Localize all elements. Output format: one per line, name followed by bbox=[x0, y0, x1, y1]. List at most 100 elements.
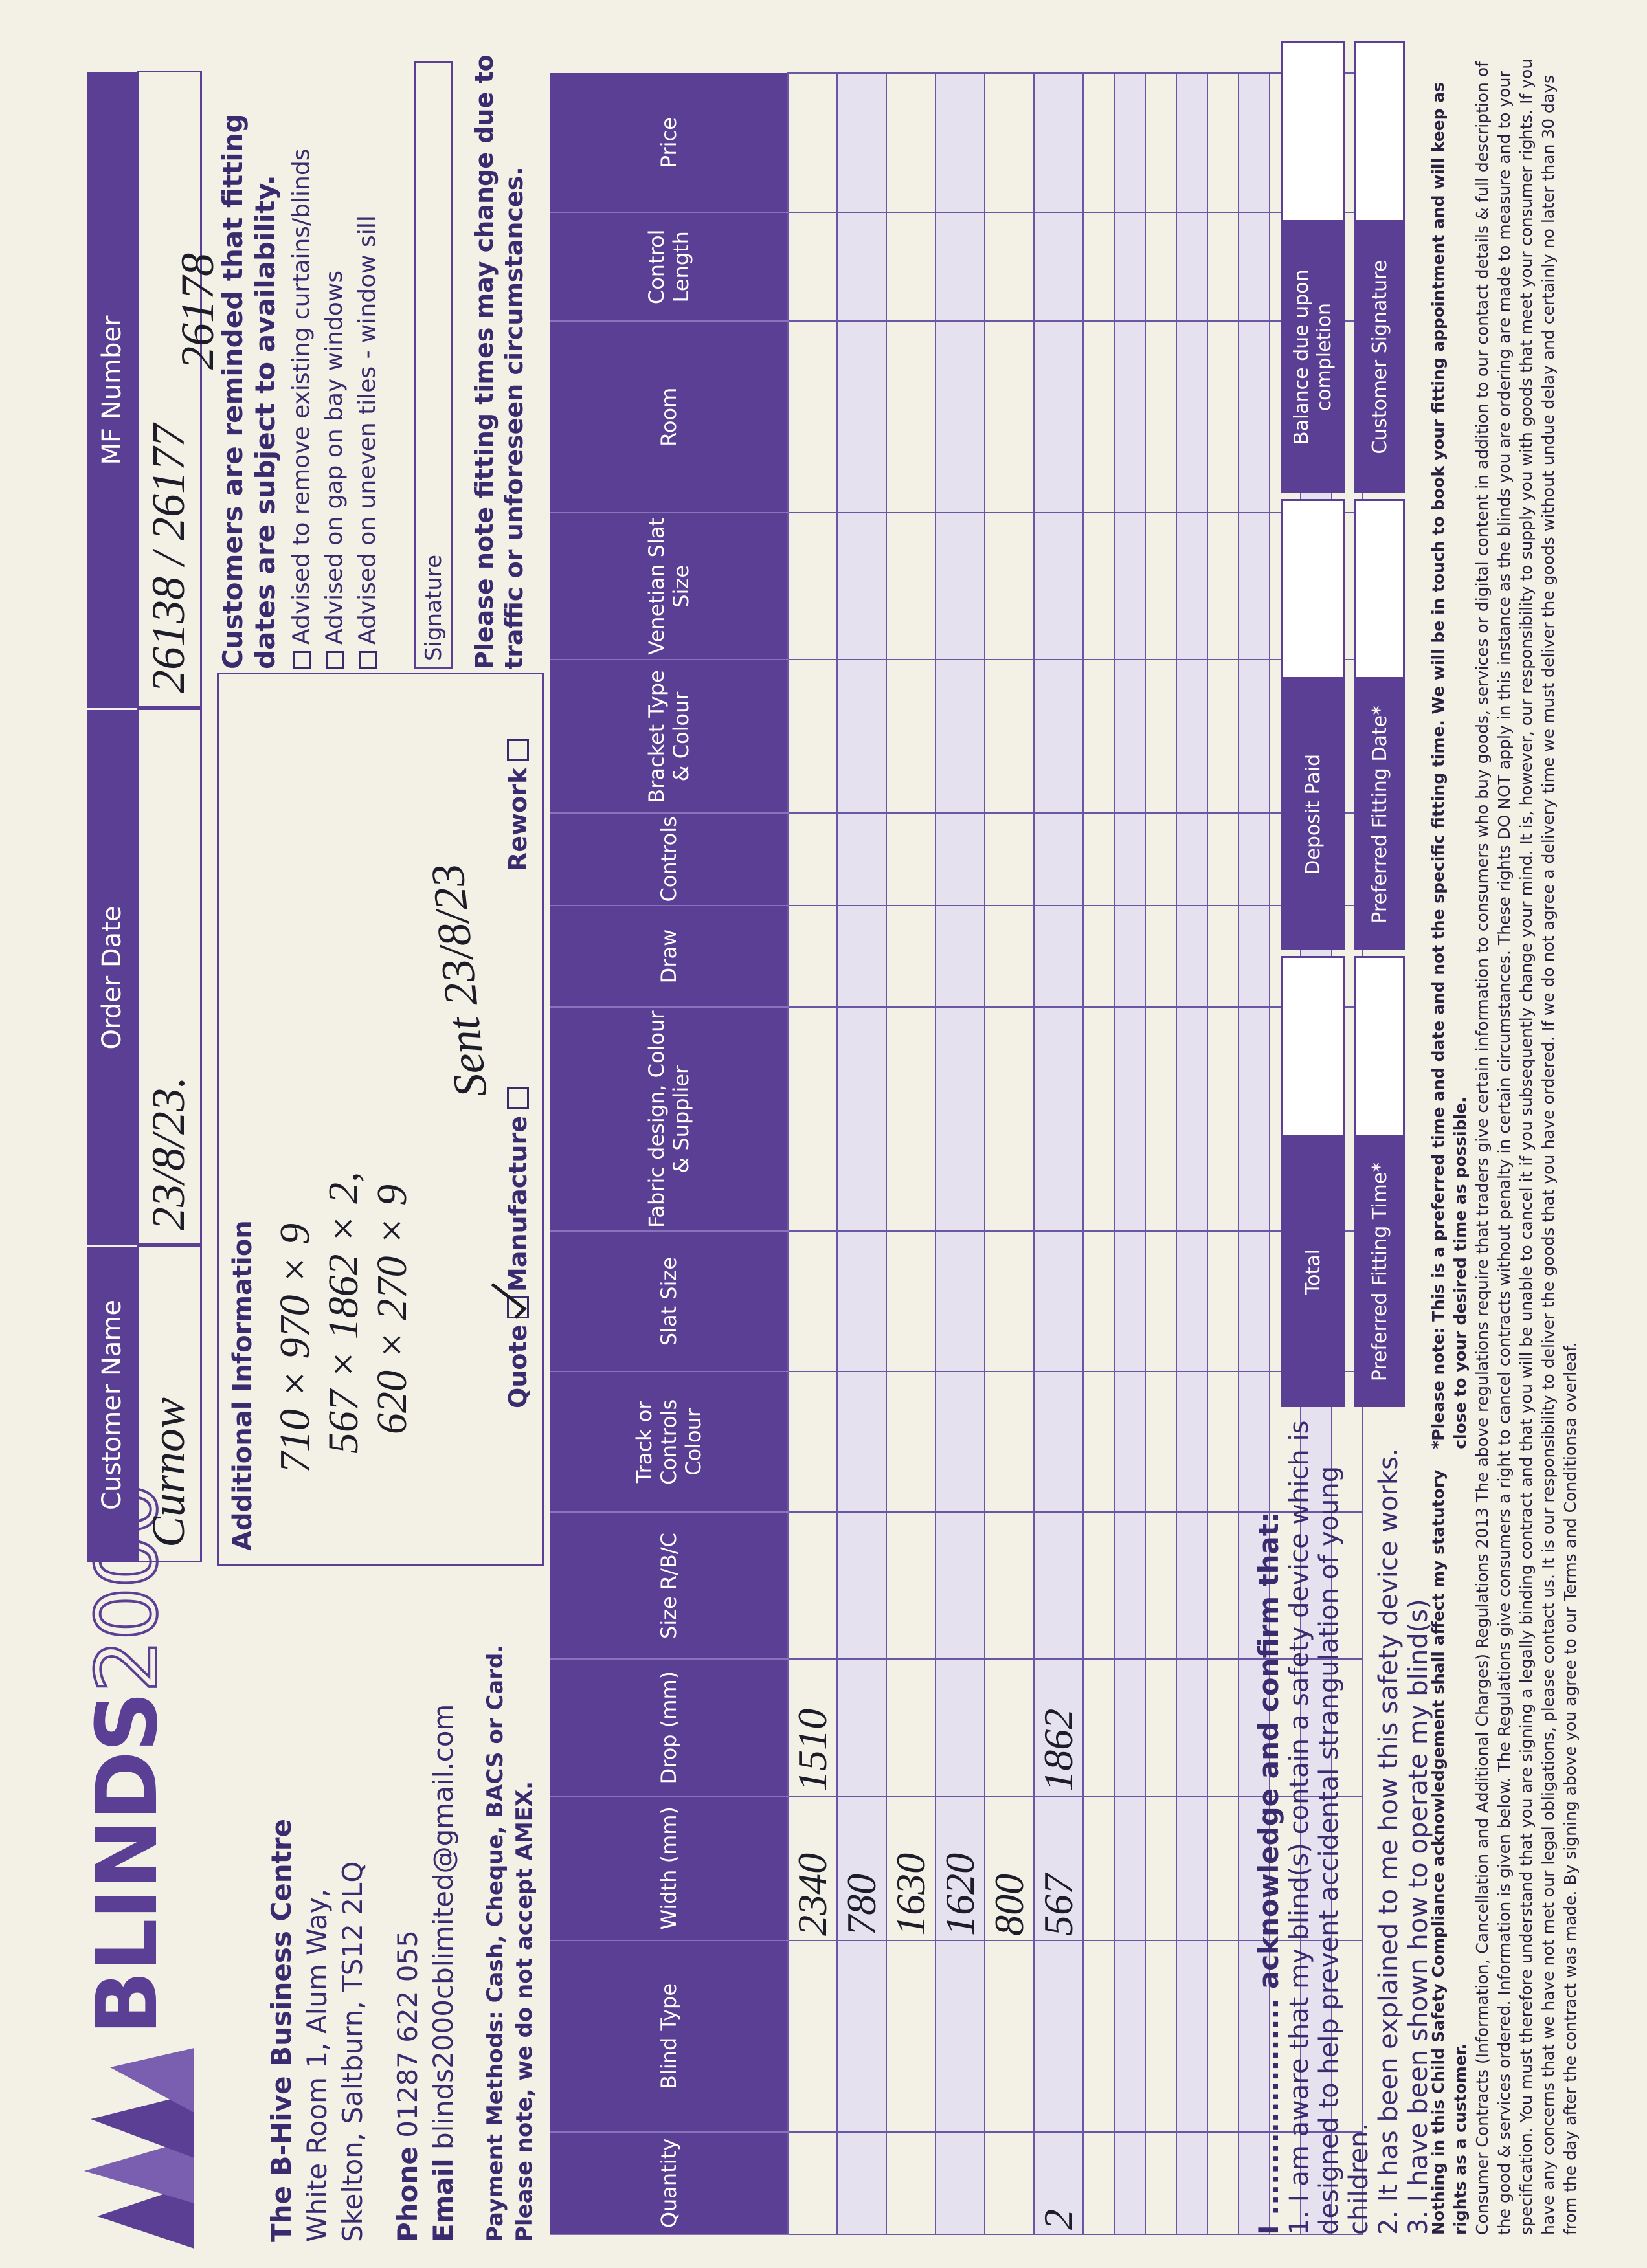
table-cell bbox=[1207, 1231, 1238, 1372]
table-cell: 2 bbox=[1034, 2132, 1083, 2234]
column-header: Width (mm) bbox=[550, 1796, 788, 1940]
table-cell bbox=[886, 1231, 936, 1372]
summary-value bbox=[1354, 956, 1405, 1137]
table-cell bbox=[1034, 813, 1083, 906]
table-cell bbox=[788, 1940, 837, 2133]
table-cell bbox=[1083, 1940, 1114, 2133]
table-cell bbox=[788, 660, 837, 814]
table-cell bbox=[886, 73, 936, 213]
table-cell bbox=[837, 660, 886, 814]
summary-value bbox=[1281, 956, 1345, 1137]
table-cell bbox=[936, 905, 985, 1008]
summary-box: Customer Signature bbox=[1354, 41, 1405, 493]
table-cell bbox=[1083, 1796, 1114, 1940]
table-cell bbox=[936, 73, 985, 213]
table-cell bbox=[1034, 1512, 1083, 1660]
table-cell bbox=[1176, 1940, 1207, 2133]
summary: Total Deposit Paid Balance due upon comple… bbox=[1281, 41, 1405, 1407]
acknowledgement: I ..................... acknowledge and … bbox=[1253, 1413, 1433, 2235]
table-cell bbox=[936, 1231, 985, 1372]
table-cell bbox=[1034, 1940, 1083, 2133]
logo-brand: BLINDS bbox=[78, 1693, 176, 2035]
item-text: Advised to remove existing curtains/blin… bbox=[288, 148, 315, 645]
table-cell bbox=[1145, 212, 1176, 322]
column-header: Venetian Slat Size bbox=[550, 513, 788, 660]
logo-icon bbox=[84, 2048, 194, 2249]
table-cell bbox=[985, 2132, 1034, 2234]
table-cell bbox=[1207, 1940, 1238, 2133]
column-header: Slat Size bbox=[550, 1231, 788, 1372]
table-cell bbox=[886, 905, 936, 1008]
column-header: Control Length bbox=[550, 212, 788, 322]
table-cell: 1862 bbox=[1034, 1659, 1083, 1796]
handwritten-value: 23/8/23. bbox=[142, 1076, 194, 1230]
table-cell bbox=[1114, 513, 1145, 660]
table-cell bbox=[1176, 212, 1207, 322]
table-cell bbox=[1238, 73, 1270, 213]
payment-line: Payment Methods: Cash, Cheque, BACS or C… bbox=[482, 1644, 508, 2242]
summary-label: Total bbox=[1281, 1137, 1345, 1407]
table-cell bbox=[886, 660, 936, 814]
table-cell bbox=[936, 212, 985, 322]
sent-note: Sent 23/8/23 bbox=[421, 861, 497, 1100]
table-cell bbox=[1238, 321, 1270, 513]
table-cell bbox=[1034, 321, 1083, 513]
table-cell bbox=[1114, 660, 1145, 814]
table-cell bbox=[1176, 1007, 1207, 1232]
table-cell bbox=[1207, 321, 1238, 513]
table-cell bbox=[1207, 660, 1238, 814]
table-cell bbox=[1207, 905, 1238, 1008]
table-cell bbox=[936, 321, 985, 513]
checkbox bbox=[491, 1282, 529, 1319]
table-cell bbox=[1034, 73, 1083, 213]
table-cell bbox=[788, 1372, 837, 1513]
table-cell bbox=[985, 513, 1034, 660]
table-row: 1620 bbox=[936, 73, 985, 2234]
item-text: Advised on gap on bay windows bbox=[321, 270, 348, 645]
table-row: 2340 1510 bbox=[788, 73, 837, 2234]
table-cell bbox=[886, 2132, 936, 2234]
table-cell bbox=[788, 513, 837, 660]
table-cell: 780 bbox=[837, 1796, 886, 1940]
column-header: Draw bbox=[550, 905, 788, 1008]
table-cell bbox=[1034, 905, 1083, 1008]
table-cell bbox=[1176, 1372, 1207, 1513]
order-table: Quantity Blind Type Width (mm) Drop (mm) Siz… bbox=[550, 72, 1363, 2235]
field-value: 26138 / 26177 26178 bbox=[137, 71, 223, 708]
summary-label: Customer Signature bbox=[1354, 221, 1405, 493]
summary-box: Preferred Fitting Date* bbox=[1354, 498, 1405, 950]
table-cell bbox=[1145, 513, 1176, 660]
option-label: Manufacture bbox=[504, 1116, 532, 1292]
table-cell bbox=[837, 1940, 886, 2133]
reminder-item: Advised on uneven tiles - window sill bbox=[354, 61, 381, 669]
summary-label: Preferred Fitting Time* bbox=[1354, 1137, 1405, 1407]
table-cell bbox=[788, 813, 837, 906]
email: blinds2000cblimited@gmail.com bbox=[427, 1704, 459, 2150]
table-cell bbox=[1207, 1659, 1238, 1796]
table-cell bbox=[788, 905, 837, 1008]
address-line: Skelton, Saltburn, TS12 2LQ bbox=[337, 1861, 368, 2242]
handwritten-value: Curnow bbox=[142, 1397, 194, 1548]
checkbox bbox=[358, 651, 377, 669]
additional-info: Additional Information Sent 23/8/23 710 … bbox=[217, 673, 544, 1566]
column-header: Drop (mm) bbox=[550, 1659, 788, 1796]
summary-box: Preferred Fitting Time* bbox=[1354, 956, 1405, 1407]
table-cell bbox=[1176, 660, 1207, 814]
footer: Nothing in this Child Safety Compliance … bbox=[1428, 41, 1582, 2235]
table-cell bbox=[1145, 1659, 1176, 1796]
checkbox bbox=[292, 651, 311, 669]
table-cell bbox=[1034, 1007, 1083, 1232]
table-cell bbox=[788, 1007, 837, 1232]
table-cell bbox=[837, 73, 886, 213]
table-cell bbox=[1114, 73, 1145, 213]
table-cell bbox=[1176, 321, 1207, 513]
additional-info-title: Additional Information bbox=[228, 1220, 258, 1551]
summary-box: Total bbox=[1281, 956, 1345, 1407]
table-cell: 1620 bbox=[936, 1796, 985, 1940]
column-header: Blind Type bbox=[550, 1940, 788, 2133]
summary-label: Deposit Paid bbox=[1281, 679, 1345, 950]
table-cell bbox=[985, 321, 1034, 513]
table-cell bbox=[1207, 2132, 1238, 2234]
field-label: MF Number bbox=[87, 71, 137, 708]
